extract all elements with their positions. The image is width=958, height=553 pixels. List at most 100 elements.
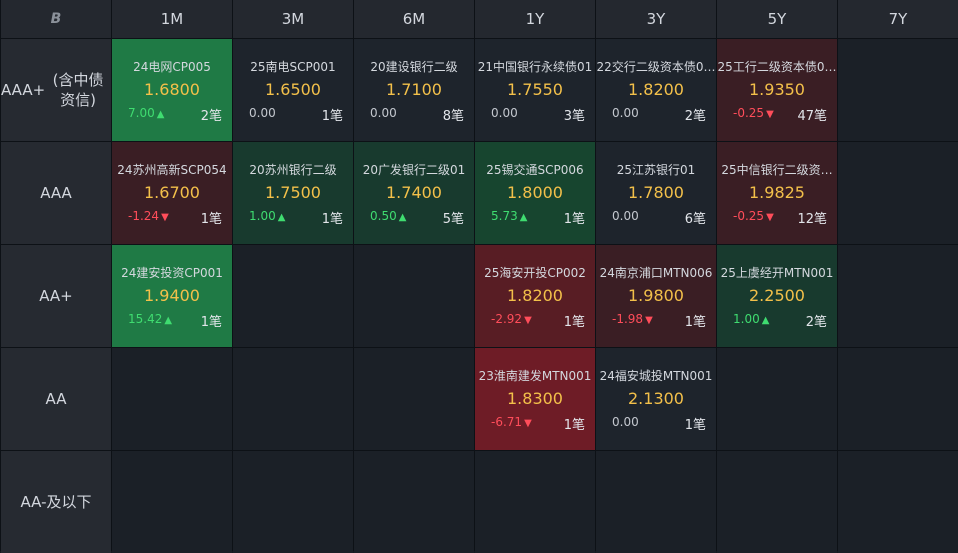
column-header-7y[interactable]: 7Y <box>838 0 958 38</box>
bond-name: 23淮南建发MTN001 <box>478 369 592 383</box>
arrow-up-icon: ▲ <box>761 315 770 326</box>
bond-cell[interactable]: 24电网CP005 1.6800 7.00 ▲ 2笔 <box>112 39 232 141</box>
rating-row-header: AAA+ (含中债资信) <box>1 39 111 141</box>
trade-count: 8笔 <box>442 109 464 124</box>
bond-yield: 2.2500 <box>749 286 805 305</box>
bond-cell[interactable]: 20建设银行二级 1.7100 0.00 8笔 <box>354 39 474 141</box>
bond-cell[interactable]: 20广发银行二级01 1.7400 0.50 ▲ 5笔 <box>354 142 474 244</box>
trade-count: 3笔 <box>563 109 585 124</box>
trade-count: 5笔 <box>442 212 464 227</box>
bond-change-value: 0.50 <box>370 209 397 223</box>
arrow-up-icon: ▲ <box>156 109 165 120</box>
bond-cell[interactable]: 21中国银行永续债01 1.7550 0.00 3笔 <box>475 39 595 141</box>
arrow-down-icon: ▼ <box>524 418 532 429</box>
bond-change: 7.00 ▲ <box>128 106 164 120</box>
rating-row-header: AAA <box>1 142 111 244</box>
rating-label-line: AA <box>45 390 67 408</box>
bond-cell-content: 25锡交通SCP006 1.8000 5.73 ▲ 1笔 <box>475 142 595 244</box>
bond-yield: 1.9825 <box>749 183 805 202</box>
bond-cell[interactable]: 24南京浦口MTN006 1.9800 -1.98 ▼ 1笔 <box>596 245 716 347</box>
bond-change-value: -1.24 <box>128 209 160 223</box>
bond-change: -1.24 ▼ <box>128 209 169 223</box>
bond-change: -2.92 ▼ <box>491 312 532 326</box>
corner-logo: B <box>1 0 111 38</box>
bond-change-value: 0.00 <box>249 106 276 120</box>
bond-name: 25南电SCP001 <box>250 60 336 74</box>
arrow-up-icon: ▲ <box>398 212 407 223</box>
empty-cell <box>596 451 716 553</box>
bond-cell-content: 20苏州银行二级 1.7500 1.00 ▲ 1笔 <box>233 142 353 244</box>
bond-change: 1.00 ▲ <box>249 209 285 223</box>
trade-count: 1笔 <box>684 315 706 330</box>
bond-cell[interactable]: 22交行二级资本债0… 1.8200 0.00 2笔 <box>596 39 716 141</box>
bond-yield: 2.1300 <box>628 389 684 408</box>
bond-name: 21中国银行永续债01 <box>477 60 593 74</box>
rating-row-header: AA <box>1 348 111 450</box>
bond-name: 25工行二级资本债0… <box>717 60 837 74</box>
bond-cell[interactable]: 24苏州高新SCP054 1.6700 -1.24 ▼ 1笔 <box>112 142 232 244</box>
bond-cell[interactable]: 25锡交通SCP006 1.8000 5.73 ▲ 1笔 <box>475 142 595 244</box>
bond-yield: 1.8300 <box>507 389 563 408</box>
empty-cell <box>717 348 837 450</box>
bond-yield: 1.6500 <box>265 80 321 99</box>
bond-change: 0.50 ▲ <box>370 209 406 223</box>
empty-cell <box>233 451 353 553</box>
rating-label-line: AA-及以下 <box>20 493 92 511</box>
trade-count: 1笔 <box>321 109 343 124</box>
bond-cell-content: 25南电SCP001 1.6500 0.00 1笔 <box>233 39 353 141</box>
bond-yield: 1.7800 <box>628 183 684 202</box>
bond-cell-content: 20广发银行二级01 1.7400 0.50 ▲ 5笔 <box>354 142 474 244</box>
empty-cell <box>233 245 353 347</box>
bond-cell[interactable]: 25海安开投CP002 1.8200 -2.92 ▼ 1笔 <box>475 245 595 347</box>
bond-change-value: 1.00 <box>733 312 760 326</box>
empty-cell <box>112 348 232 450</box>
bond-cell-content: 25海安开投CP002 1.8200 -2.92 ▼ 1笔 <box>475 245 595 347</box>
column-header-5y[interactable]: 5Y <box>717 0 837 38</box>
bond-name: 24福安城投MTN001 <box>599 369 713 383</box>
column-header-3y[interactable]: 3Y <box>596 0 716 38</box>
bond-change-value: -6.71 <box>491 415 523 429</box>
bond-cell[interactable]: 25上虞经开MTN001 2.2500 1.00 ▲ 2笔 <box>717 245 837 347</box>
bond-cell[interactable]: 24福安城投MTN001 2.1300 0.00 1笔 <box>596 348 716 450</box>
bond-cell-content: 21中国银行永续债01 1.7550 0.00 3笔 <box>475 39 595 141</box>
bond-name: 20建设银行二级 <box>370 60 458 74</box>
empty-cell <box>838 451 958 553</box>
column-header-1m[interactable]: 1M <box>112 0 232 38</box>
empty-cell <box>354 451 474 553</box>
bond-cell-content: 24南京浦口MTN006 1.9800 -1.98 ▼ 1笔 <box>596 245 716 347</box>
bond-name: 20广发银行二级01 <box>362 163 466 177</box>
bond-yield: 1.9400 <box>144 286 200 305</box>
column-header-3m[interactable]: 3M <box>233 0 353 38</box>
bond-cell[interactable]: 24建安投资CP001 1.9400 15.42 ▲ 1笔 <box>112 245 232 347</box>
bond-name: 24电网CP005 <box>133 60 211 74</box>
bond-change: 0.00 <box>612 209 639 223</box>
bond-cell[interactable]: 20苏州银行二级 1.7500 1.00 ▲ 1笔 <box>233 142 353 244</box>
bond-change: 0.00 <box>249 106 276 120</box>
bond-change-value: 0.00 <box>612 415 639 429</box>
bond-cell-content: 25江苏银行01 1.7800 0.00 6笔 <box>596 142 716 244</box>
column-header-6m[interactable]: 6M <box>354 0 474 38</box>
empty-cell <box>475 451 595 553</box>
bond-cell[interactable]: 25中信银行二级资… 1.9825 -0.25 ▼ 12笔 <box>717 142 837 244</box>
bond-cell[interactable]: 25南电SCP001 1.6500 0.00 1笔 <box>233 39 353 141</box>
bond-change: 5.73 ▲ <box>491 209 527 223</box>
bond-cell[interactable]: 25江苏银行01 1.7800 0.00 6笔 <box>596 142 716 244</box>
bond-change-value: 1.00 <box>249 209 276 223</box>
trade-count: 2笔 <box>684 109 706 124</box>
empty-cell <box>354 348 474 450</box>
bond-cell[interactable]: 23淮南建发MTN001 1.8300 -6.71 ▼ 1笔 <box>475 348 595 450</box>
empty-cell <box>838 348 958 450</box>
trade-count: 47笔 <box>797 109 827 124</box>
bond-change-value: 0.00 <box>370 106 397 120</box>
arrow-up-icon: ▲ <box>519 212 528 223</box>
bond-change: 0.00 <box>491 106 518 120</box>
column-header-1y[interactable]: 1Y <box>475 0 595 38</box>
bond-name: 25锡交通SCP006 <box>486 163 584 177</box>
bond-name: 20苏州银行二级 <box>249 163 337 177</box>
bond-cell[interactable]: 25工行二级资本债0… 1.9350 -0.25 ▼ 47笔 <box>717 39 837 141</box>
trade-count: 1笔 <box>321 212 343 227</box>
bond-yield: 1.7550 <box>507 80 563 99</box>
bond-change: 0.00 <box>612 415 639 429</box>
bond-yield: 1.7400 <box>386 183 442 202</box>
